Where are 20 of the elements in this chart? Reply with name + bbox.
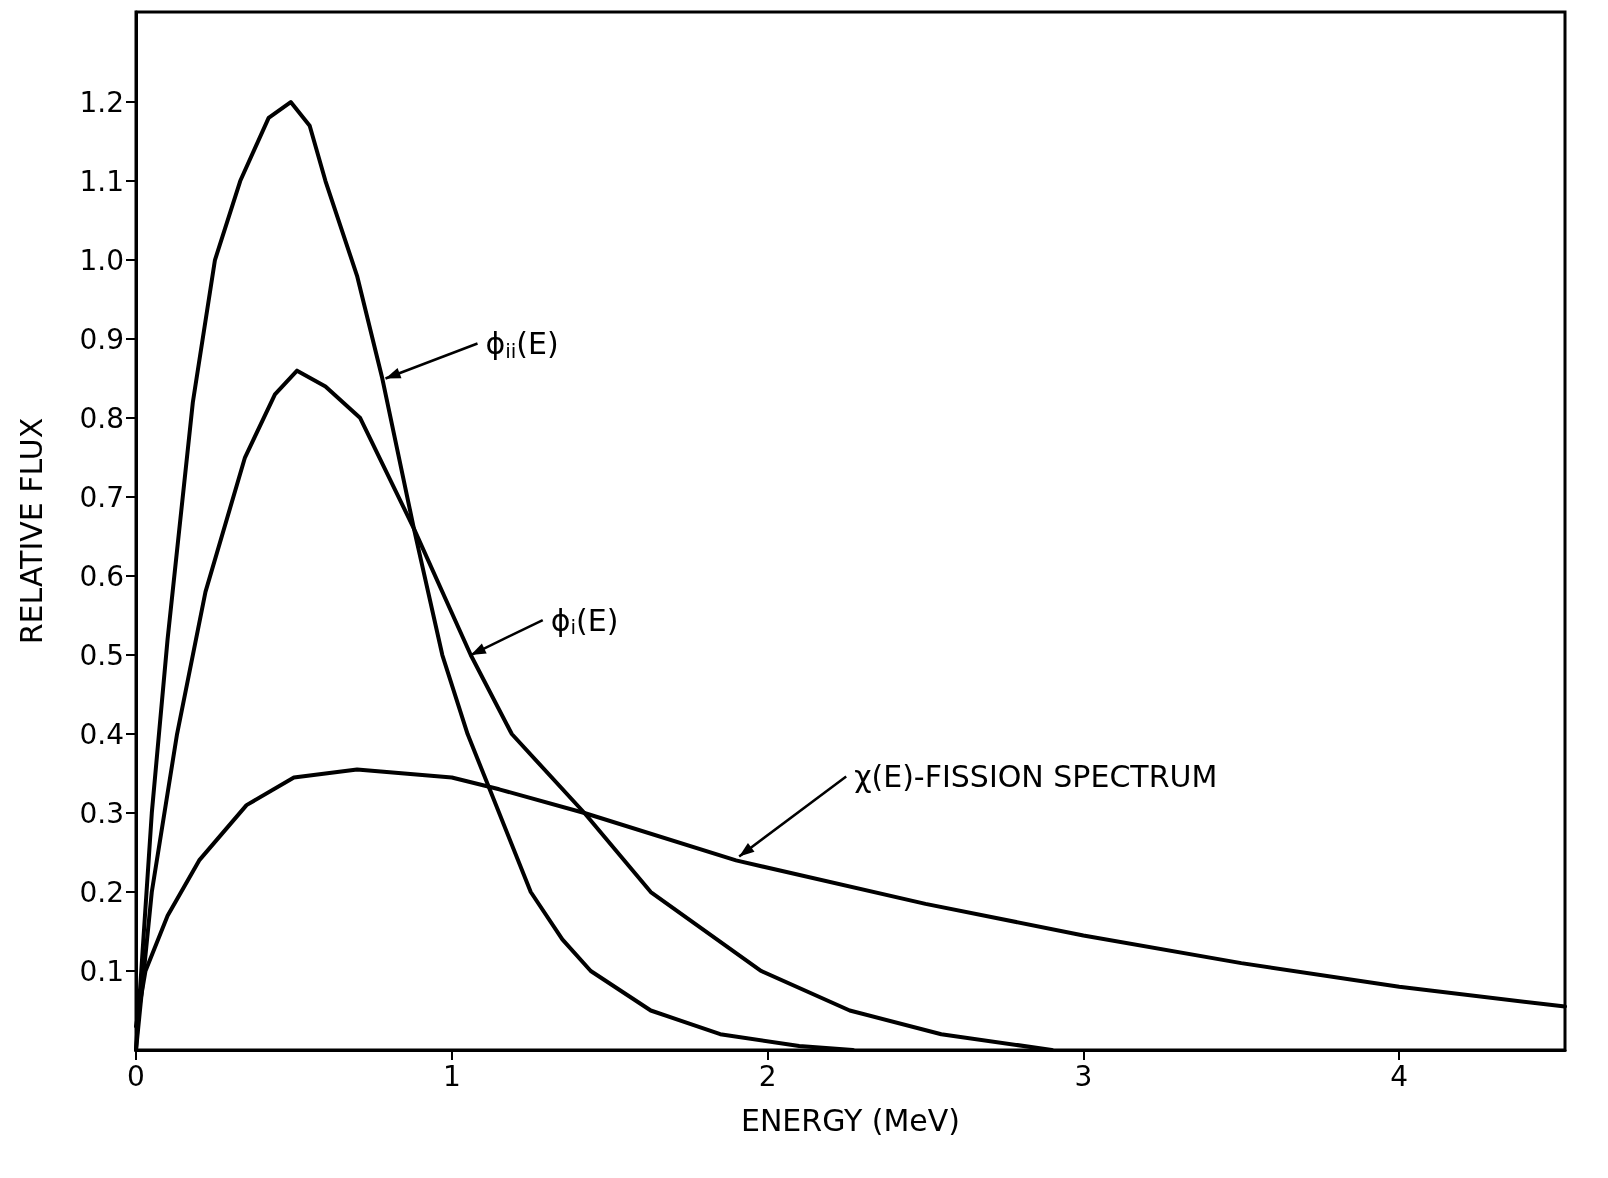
x-tick-label: 3 xyxy=(1074,1059,1093,1093)
x-tick-label: 2 xyxy=(758,1059,777,1093)
y-tick-label: 0.9 xyxy=(79,322,124,356)
y-tick-label: 0.1 xyxy=(79,954,124,988)
y-tick-label: 0.5 xyxy=(79,638,124,672)
y-tick-label: 0.4 xyxy=(79,717,124,751)
y-tick-label: 0.8 xyxy=(79,401,124,435)
y-tick-label: 0.2 xyxy=(79,875,124,909)
y-axis-title: RELATIVE FLUX xyxy=(13,417,49,645)
y-tick-label: 1.0 xyxy=(79,243,124,277)
y-tick-label: 1.2 xyxy=(79,85,124,119)
y-tick-label: 0.7 xyxy=(79,480,124,514)
annotation: χ(E)-FISSION SPECTRUM xyxy=(854,758,1218,794)
x-axis-title: ENERGY (MeV) xyxy=(740,1102,961,1138)
y-tick-label: 1.1 xyxy=(79,164,124,198)
x-tick-label: 4 xyxy=(1390,1059,1409,1093)
y-tick-label: 0.3 xyxy=(79,796,124,830)
x-tick-label: 1 xyxy=(442,1059,461,1093)
x-tick-label: 0 xyxy=(127,1059,145,1093)
y-tick-label: 0.6 xyxy=(79,559,124,593)
